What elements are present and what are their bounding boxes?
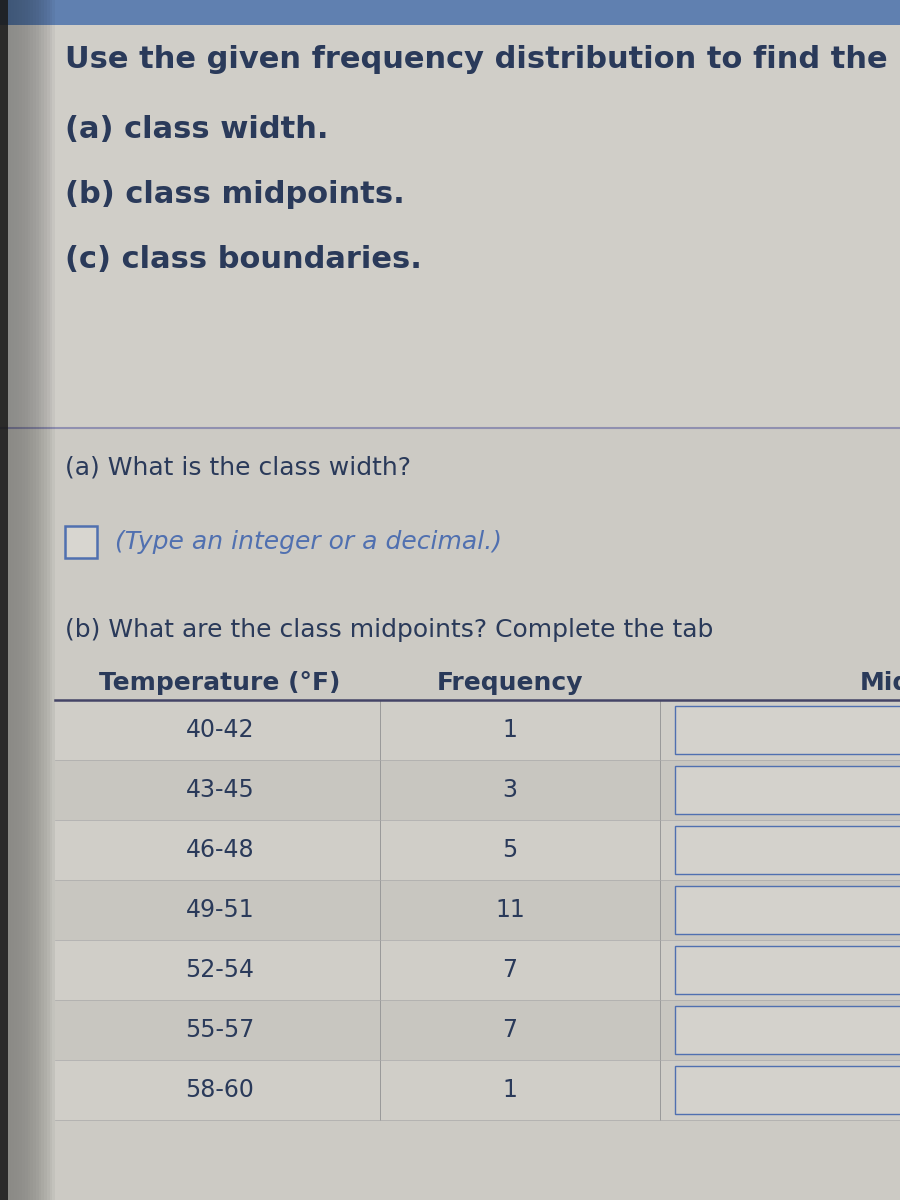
FancyBboxPatch shape <box>675 826 900 874</box>
Text: 52-54: 52-54 <box>185 958 255 982</box>
Text: 3: 3 <box>502 778 518 802</box>
FancyBboxPatch shape <box>675 946 900 994</box>
FancyBboxPatch shape <box>55 880 900 940</box>
FancyBboxPatch shape <box>55 1000 900 1060</box>
Text: 1: 1 <box>502 718 518 742</box>
Text: 1: 1 <box>502 1078 518 1102</box>
Text: 43-45: 43-45 <box>185 778 255 802</box>
Text: (b) class midpoints.: (b) class midpoints. <box>65 180 405 209</box>
Text: 5: 5 <box>502 838 518 862</box>
Text: Mid: Mid <box>860 671 900 695</box>
Text: Use the given frequency distribution to find the: Use the given frequency distribution to … <box>65 44 887 74</box>
FancyBboxPatch shape <box>0 25 900 428</box>
FancyBboxPatch shape <box>0 0 8 1200</box>
FancyBboxPatch shape <box>675 886 900 934</box>
FancyBboxPatch shape <box>0 428 900 1200</box>
FancyBboxPatch shape <box>55 820 900 880</box>
FancyBboxPatch shape <box>55 760 900 820</box>
Text: 11: 11 <box>495 898 525 922</box>
Text: 58-60: 58-60 <box>185 1078 255 1102</box>
FancyBboxPatch shape <box>675 1066 900 1114</box>
Text: 46-48: 46-48 <box>185 838 255 862</box>
FancyBboxPatch shape <box>675 766 900 814</box>
Text: (Type an integer or a decimal.): (Type an integer or a decimal.) <box>115 530 502 554</box>
Text: 7: 7 <box>502 958 518 982</box>
Text: (b) What are the class midpoints? Complete the tab: (b) What are the class midpoints? Comple… <box>65 618 714 642</box>
FancyBboxPatch shape <box>0 0 900 25</box>
Text: (c) class boundaries.: (c) class boundaries. <box>65 245 422 274</box>
Text: Frequency: Frequency <box>436 671 583 695</box>
FancyBboxPatch shape <box>675 1006 900 1054</box>
Text: Temperature (°F): Temperature (°F) <box>99 671 341 695</box>
FancyBboxPatch shape <box>55 940 900 1000</box>
FancyBboxPatch shape <box>55 700 900 760</box>
Text: (a) What is the class width?: (a) What is the class width? <box>65 455 411 479</box>
FancyBboxPatch shape <box>65 526 97 558</box>
Text: 40-42: 40-42 <box>185 718 255 742</box>
Text: 55-57: 55-57 <box>185 1018 255 1042</box>
FancyBboxPatch shape <box>55 1060 900 1120</box>
Text: 7: 7 <box>502 1018 518 1042</box>
Text: (a) class width.: (a) class width. <box>65 115 328 144</box>
FancyBboxPatch shape <box>675 706 900 754</box>
Text: 49-51: 49-51 <box>185 898 255 922</box>
